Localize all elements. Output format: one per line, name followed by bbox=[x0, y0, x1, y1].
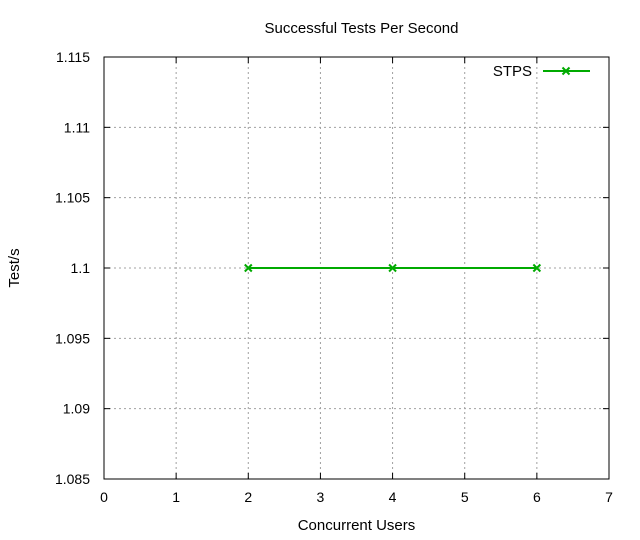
axis-ticks bbox=[103, 56, 610, 480]
y-tick-label: 1.085 bbox=[55, 471, 90, 487]
x-tick-label: 4 bbox=[389, 489, 397, 505]
x-tick-label: 6 bbox=[533, 489, 541, 505]
series bbox=[244, 263, 542, 273]
x-tick-label: 1 bbox=[172, 489, 180, 505]
x-tick-label: 5 bbox=[461, 489, 469, 505]
y-tick-label: 1.09 bbox=[63, 401, 90, 417]
y-tick-label: 1.095 bbox=[55, 330, 90, 346]
x-tick-label: 0 bbox=[100, 489, 108, 505]
y-axis-title: Test/s bbox=[6, 248, 23, 287]
legend-label-stps: STPS bbox=[493, 63, 532, 80]
legend: STPS bbox=[493, 63, 590, 80]
y-axis-tick-labels: 1.085 1.09 1.095 1.1 1.105 1.11 1.115 bbox=[55, 49, 90, 487]
y-tick-label: 1.115 bbox=[56, 49, 90, 65]
x-axis-title: Concurrent Users bbox=[298, 517, 416, 534]
y-tick-label: 1.1 bbox=[71, 260, 91, 276]
data-point bbox=[244, 263, 253, 273]
x-tick-label: 7 bbox=[605, 489, 613, 505]
x-tick-label: 2 bbox=[244, 489, 252, 505]
data-point bbox=[532, 263, 542, 273]
legend-marker-x bbox=[561, 66, 571, 76]
x-axis-tick-labels: 0 1 2 3 4 5 6 7 bbox=[100, 489, 613, 505]
chart-title: Successful Tests Per Second bbox=[265, 20, 459, 37]
y-tick-label: 1.11 bbox=[64, 119, 90, 135]
y-tick-label: 1.105 bbox=[55, 190, 90, 206]
x-tick-label: 3 bbox=[317, 489, 325, 505]
legend-marker-stps bbox=[561, 66, 571, 76]
data-point bbox=[388, 263, 397, 273]
